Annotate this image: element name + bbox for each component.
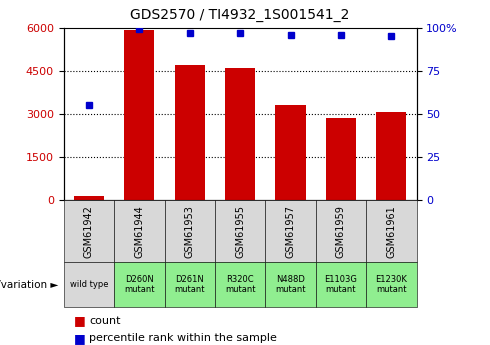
Bar: [275, 105, 306, 200]
Text: GSM61942: GSM61942: [84, 205, 94, 258]
Text: N488D
mutant: N488D mutant: [275, 275, 306, 294]
Text: GSM61953: GSM61953: [185, 205, 195, 258]
Text: D261N
mutant: D261N mutant: [174, 275, 205, 294]
Bar: [74, 196, 104, 200]
Bar: [376, 112, 406, 200]
Text: GSM61957: GSM61957: [286, 205, 295, 258]
Text: R320C
mutant: R320C mutant: [225, 275, 255, 294]
Text: percentile rank within the sample: percentile rank within the sample: [89, 333, 277, 343]
Bar: [225, 68, 255, 200]
Bar: [174, 65, 205, 200]
Text: count: count: [89, 316, 121, 326]
Text: E1230K
mutant: E1230K mutant: [375, 275, 407, 294]
Text: wild type: wild type: [70, 280, 108, 289]
Title: GDS2570 / TI4932_1S001541_2: GDS2570 / TI4932_1S001541_2: [130, 8, 350, 22]
Text: GSM61961: GSM61961: [386, 205, 396, 257]
Text: ■: ■: [74, 332, 85, 345]
Text: genotype/variation ►: genotype/variation ►: [0, 280, 59, 289]
Bar: [326, 118, 356, 200]
Text: GSM61955: GSM61955: [235, 205, 245, 258]
Text: GSM61959: GSM61959: [336, 205, 346, 258]
Bar: [124, 30, 154, 200]
Text: GSM61944: GSM61944: [134, 205, 144, 257]
Text: E1103G
mutant: E1103G mutant: [324, 275, 357, 294]
Text: D260N
mutant: D260N mutant: [124, 275, 154, 294]
Text: ■: ■: [74, 314, 85, 327]
